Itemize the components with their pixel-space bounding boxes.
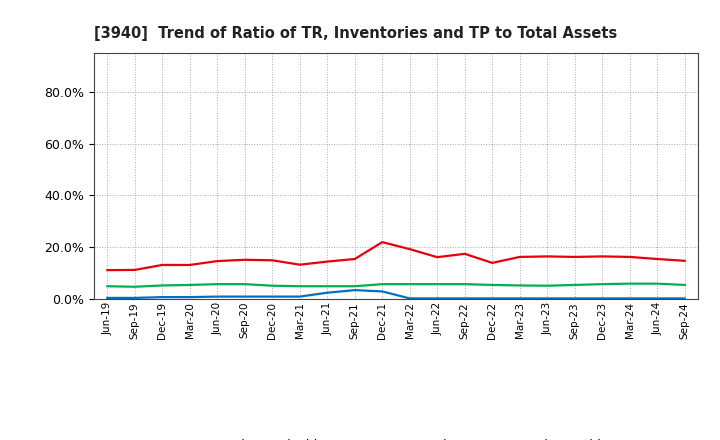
Trade Receivables <box>323 259 332 264</box>
Trade Payables <box>295 284 304 289</box>
Trade Receivables <box>543 254 552 259</box>
Text: [3940]  Trend of Ratio of TR, Inventories and TP to Total Assets: [3940] Trend of Ratio of TR, Inventories… <box>94 26 617 41</box>
Trade Receivables <box>653 257 662 262</box>
Trade Payables <box>570 282 579 288</box>
Trade Payables <box>433 282 441 287</box>
Inventories <box>378 289 387 294</box>
Inventories <box>158 294 166 300</box>
Trade Receivables <box>516 254 524 260</box>
Trade Receivables <box>488 260 497 265</box>
Inventories <box>653 296 662 301</box>
Inventories <box>130 295 139 301</box>
Trade Payables <box>626 281 634 286</box>
Inventories <box>186 294 194 300</box>
Trade Payables <box>460 282 469 287</box>
Trade Payables <box>378 282 387 287</box>
Trade Receivables <box>240 257 249 262</box>
Trade Payables <box>158 283 166 288</box>
Trade Payables <box>103 284 112 289</box>
Inventories <box>570 296 579 301</box>
Inventories <box>680 296 689 301</box>
Trade Receivables <box>130 267 139 272</box>
Trade Receivables <box>213 258 222 264</box>
Trade Payables <box>213 282 222 287</box>
Trade Receivables <box>351 257 359 262</box>
Inventories <box>460 296 469 301</box>
Trade Receivables <box>405 246 414 252</box>
Trade Payables <box>186 282 194 288</box>
Legend: Trade Receivables, Inventories, Trade Payables: Trade Receivables, Inventories, Trade Pa… <box>171 433 621 440</box>
Trade Payables <box>130 284 139 290</box>
Inventories <box>240 294 249 299</box>
Inventories <box>351 287 359 293</box>
Trade Receivables <box>103 268 112 273</box>
Trade Receivables <box>626 254 634 260</box>
Inventories <box>543 296 552 301</box>
Trade Receivables <box>433 255 441 260</box>
Trade Payables <box>323 284 332 289</box>
Inventories <box>488 296 497 301</box>
Trade Receivables <box>680 258 689 264</box>
Inventories <box>295 294 304 299</box>
Trade Receivables <box>295 262 304 268</box>
Trade Payables <box>680 282 689 288</box>
Trade Payables <box>240 282 249 287</box>
Trade Receivables <box>570 254 579 260</box>
Trade Payables <box>268 283 276 288</box>
Inventories <box>268 294 276 299</box>
Line: Trade Payables: Trade Payables <box>107 284 685 287</box>
Trade Payables <box>653 281 662 286</box>
Trade Payables <box>598 282 606 287</box>
Inventories <box>598 296 606 301</box>
Line: Inventories: Inventories <box>107 290 685 298</box>
Trade Payables <box>488 282 497 288</box>
Trade Receivables <box>598 254 606 259</box>
Trade Receivables <box>378 239 387 245</box>
Inventories <box>626 296 634 301</box>
Trade Receivables <box>158 262 166 268</box>
Inventories <box>323 290 332 295</box>
Trade Receivables <box>186 262 194 268</box>
Line: Trade Receivables: Trade Receivables <box>107 242 685 270</box>
Inventories <box>433 296 441 301</box>
Inventories <box>405 296 414 301</box>
Inventories <box>103 295 112 301</box>
Trade Receivables <box>460 251 469 257</box>
Trade Payables <box>543 283 552 288</box>
Trade Payables <box>405 282 414 287</box>
Trade Payables <box>351 284 359 289</box>
Inventories <box>213 294 222 299</box>
Inventories <box>516 296 524 301</box>
Trade Payables <box>516 283 524 288</box>
Trade Receivables <box>268 258 276 263</box>
